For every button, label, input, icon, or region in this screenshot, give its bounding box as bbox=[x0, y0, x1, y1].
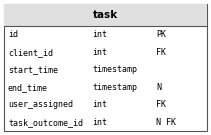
Text: timestamp: timestamp bbox=[92, 83, 137, 92]
Text: FK: FK bbox=[156, 100, 166, 109]
Text: N FK: N FK bbox=[156, 118, 176, 127]
Text: N: N bbox=[156, 83, 161, 92]
Text: int: int bbox=[92, 118, 107, 127]
Bar bbox=[4, 4, 207, 26]
Text: int: int bbox=[92, 48, 107, 57]
Text: timestamp: timestamp bbox=[92, 65, 137, 74]
Text: task: task bbox=[93, 10, 118, 20]
Text: task_outcome_id: task_outcome_id bbox=[8, 118, 83, 127]
Text: end_time: end_time bbox=[8, 83, 48, 92]
Text: int: int bbox=[92, 30, 107, 39]
Text: start_time: start_time bbox=[8, 65, 58, 74]
Text: int: int bbox=[92, 100, 107, 109]
Text: user_assigned: user_assigned bbox=[8, 100, 73, 109]
Text: FK: FK bbox=[156, 48, 166, 57]
Text: PK: PK bbox=[156, 30, 166, 39]
Text: id: id bbox=[8, 30, 18, 39]
Text: client_id: client_id bbox=[8, 48, 53, 57]
